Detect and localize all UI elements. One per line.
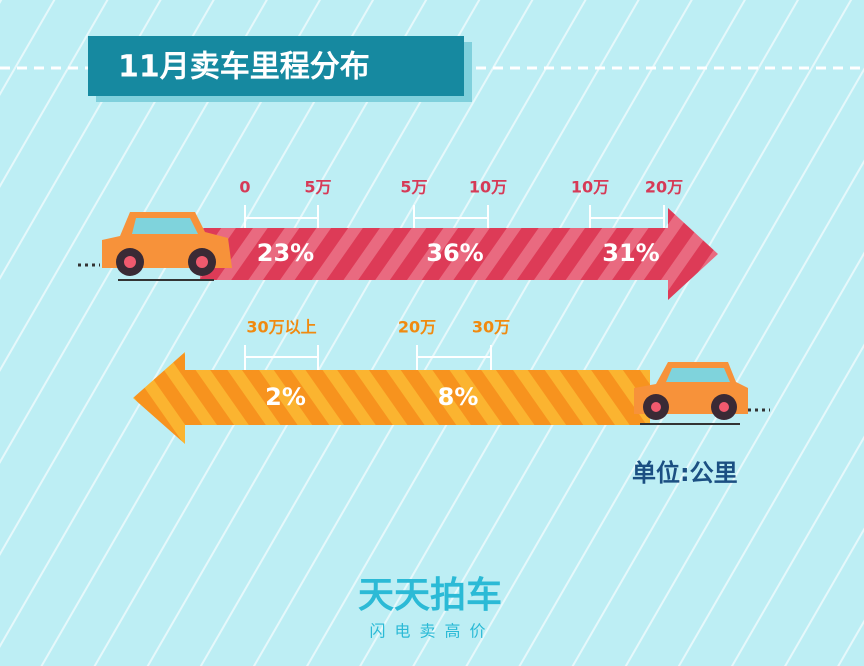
title-box [88,36,464,96]
range-label: 30万以上 [246,318,316,337]
range-label: 5万 [400,178,427,197]
title: 11月卖车里程分布 [118,50,370,85]
range-label: 20万 [645,178,683,197]
brand-name: 天天拍车 [358,575,502,616]
range-label: 5万 [304,178,331,197]
share-label: 2% [265,383,306,411]
range-label: 10万 [571,178,609,197]
range-label: 10万 [469,178,507,197]
red-arrow [200,208,718,300]
range-label: 0 [239,178,250,197]
orange-arrow [133,352,650,444]
share-label: 8% [438,383,479,411]
unit: 单位:公里 [632,459,738,487]
range-label: 30万 [472,318,510,337]
brand-slogan: 闪电卖高价 [369,622,494,641]
share-label: 23% [257,239,314,267]
car-left [78,212,232,281]
car-right [634,362,770,425]
share-label: 36% [426,239,483,267]
share-label: 31% [602,239,659,267]
range-label: 20万 [398,318,436,337]
